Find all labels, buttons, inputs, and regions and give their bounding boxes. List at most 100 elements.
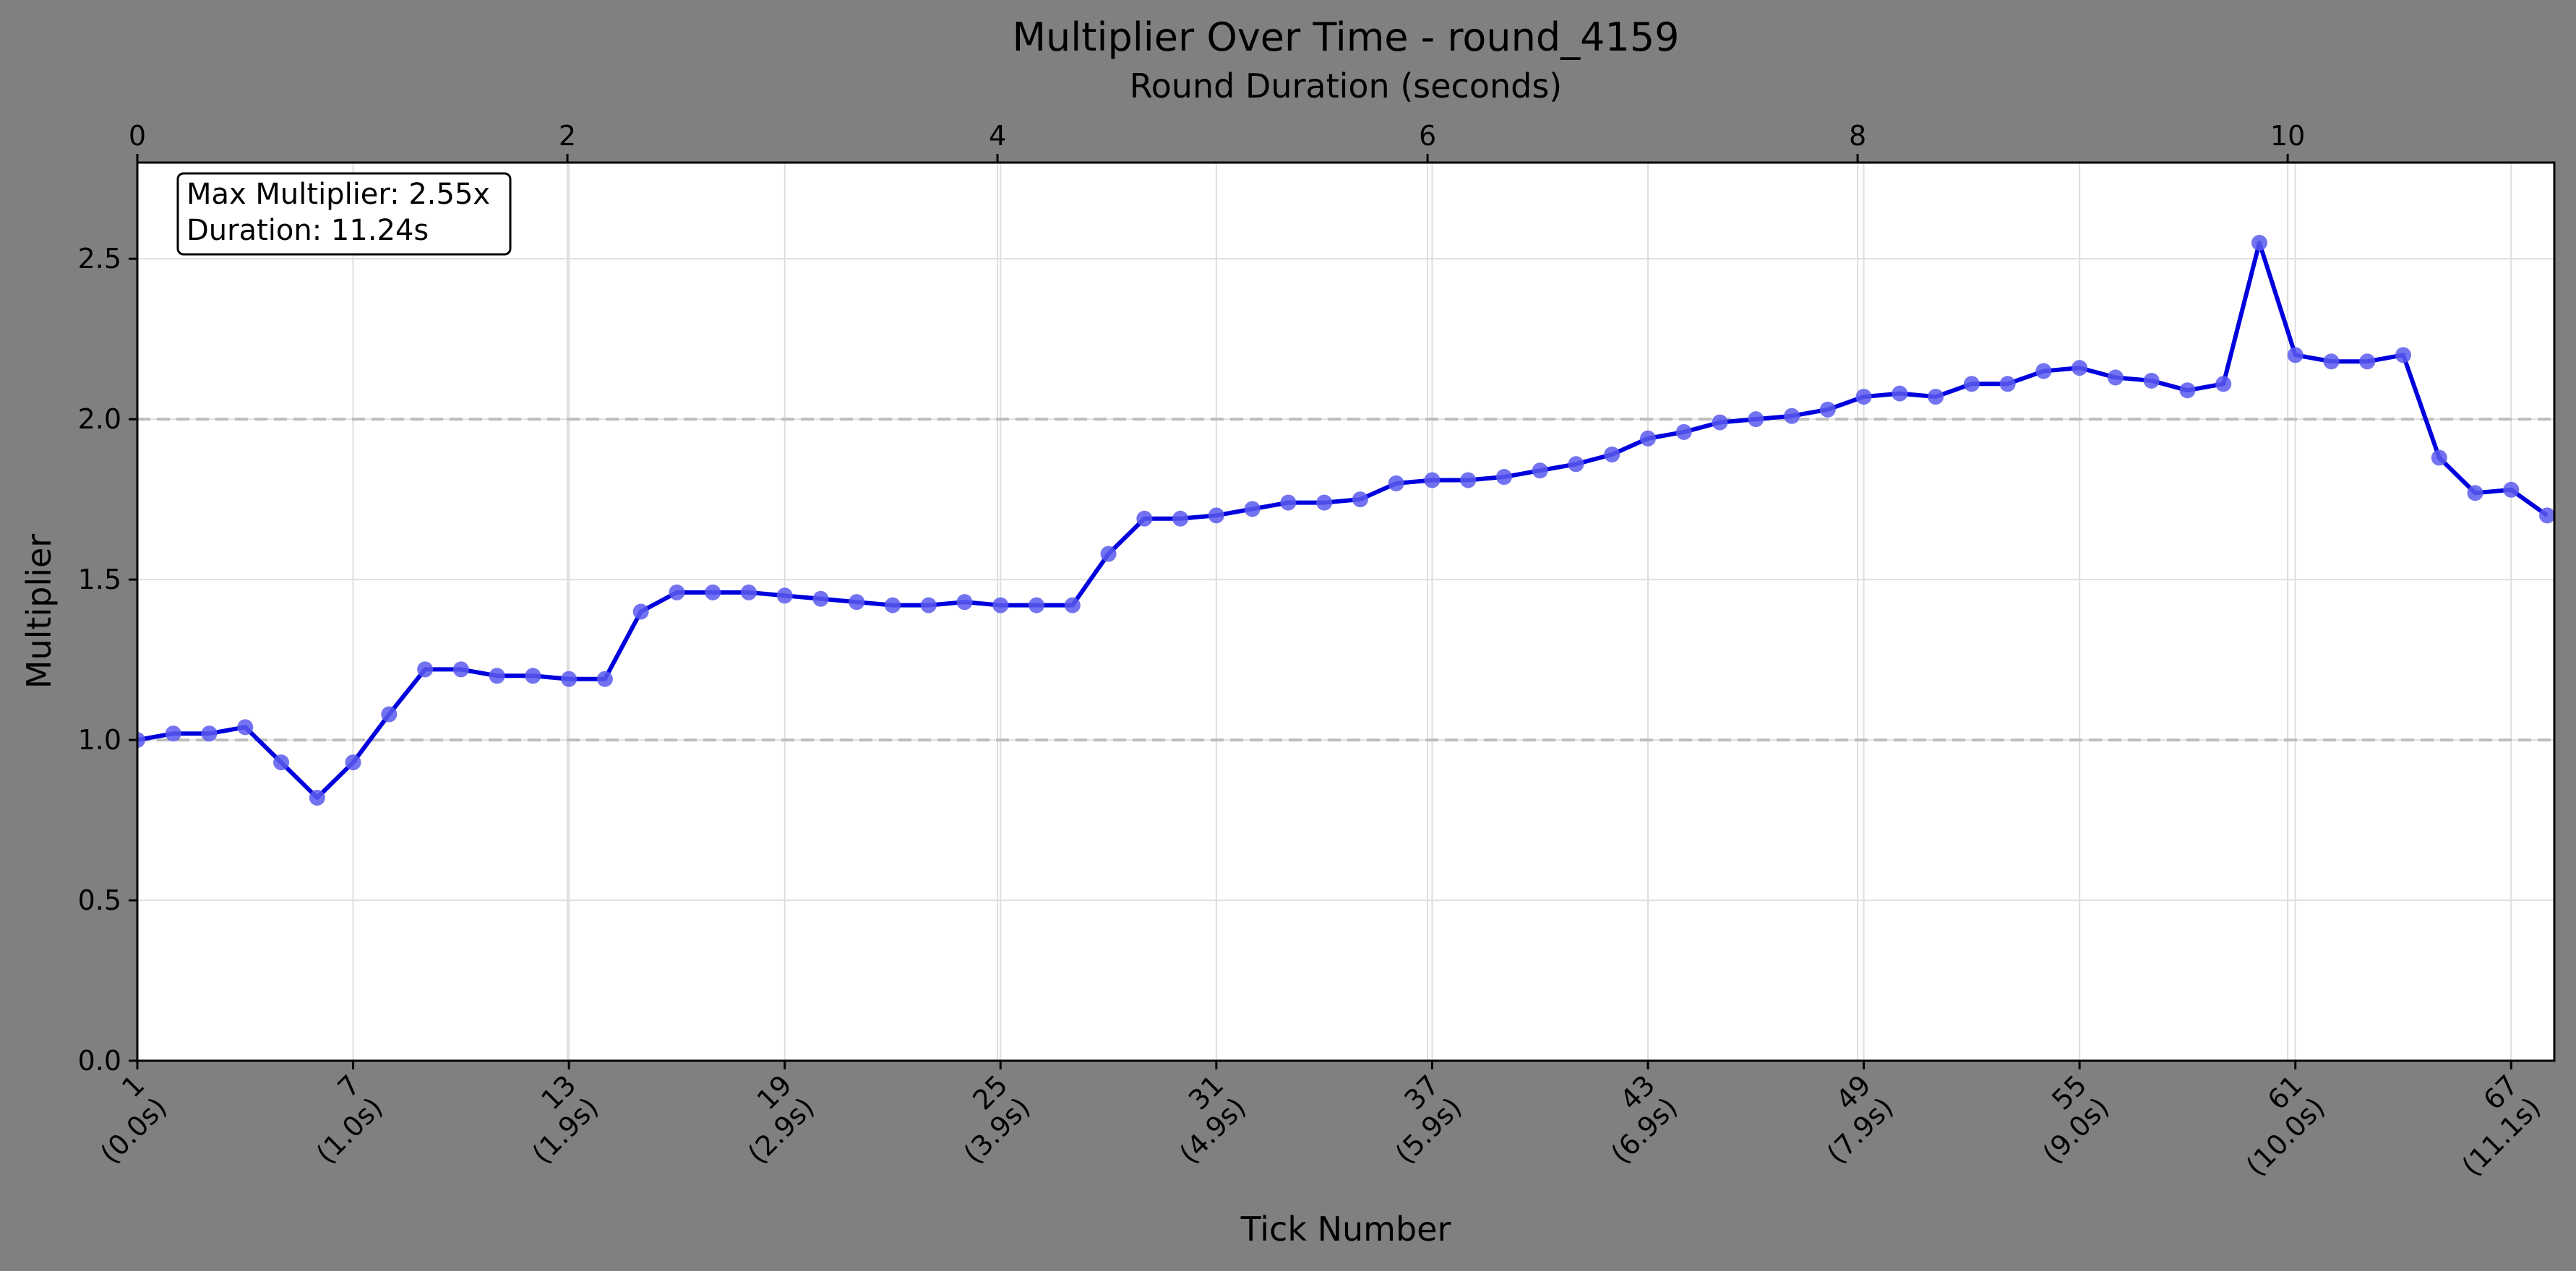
y-tick-label: 0.0 xyxy=(78,1045,121,1077)
x-tick-label-seconds: (0.0s) xyxy=(94,1091,173,1170)
data-point xyxy=(1172,510,1189,527)
y-axis-label: Multiplier xyxy=(20,534,59,689)
data-point xyxy=(2179,382,2196,399)
data-point xyxy=(2143,372,2160,389)
data-point xyxy=(1352,491,1368,508)
data-point xyxy=(2071,360,2088,376)
data-point xyxy=(1855,389,1872,405)
data-point xyxy=(165,725,181,742)
data-point xyxy=(525,668,541,684)
data-point xyxy=(1280,494,1297,511)
x-tick-label: 7(1.0s) xyxy=(288,1069,389,1170)
y-tick-label: 0.5 xyxy=(78,884,121,916)
data-point xyxy=(1244,501,1261,517)
x-axis-label: Tick Number xyxy=(1240,1210,1451,1249)
x-tick-label: 31(4.9s) xyxy=(1151,1069,1252,1170)
data-point xyxy=(632,603,649,620)
data-point xyxy=(1064,597,1081,613)
x-tick-label: 43(6.9s) xyxy=(1583,1069,1684,1170)
data-point xyxy=(561,671,578,687)
data-point xyxy=(2287,347,2304,363)
data-point xyxy=(1568,456,1584,473)
secondary-x-axis-label: Round Duration (seconds) xyxy=(1130,66,1563,105)
data-point xyxy=(849,594,865,611)
data-point xyxy=(1819,401,1836,418)
data-point xyxy=(1675,423,1692,440)
x-tick-label: 1(0.0s) xyxy=(72,1069,173,1170)
x-tick-label: 49(7.9s) xyxy=(1798,1069,1899,1170)
data-point xyxy=(1748,411,1764,428)
x-tick-label: 19(2.9s) xyxy=(719,1069,820,1170)
y-tick-label: 2.0 xyxy=(78,403,121,435)
secondary-x-tick-label: 8 xyxy=(1849,120,1866,152)
secondary-x-tick-label: 4 xyxy=(989,120,1006,152)
secondary-x-tick-label: 2 xyxy=(559,120,576,152)
plot-area xyxy=(137,163,2554,1061)
x-tick-label: 13(1.9s) xyxy=(504,1069,605,1170)
y-axis: 0.0 0.5 1.0 1.5 2.0 2.5 xyxy=(78,243,137,1077)
secondary-x-axis: 0 2 4 6 8 10 xyxy=(129,120,2305,163)
data-point xyxy=(885,597,901,613)
data-point xyxy=(1388,475,1404,491)
data-point xyxy=(1640,430,1656,447)
annotation-max-multiplier: Max Multiplier: 2.55x xyxy=(186,178,490,211)
y-tick-label: 2.5 xyxy=(78,243,121,275)
data-point xyxy=(1136,510,1153,527)
data-point xyxy=(137,732,145,749)
data-point xyxy=(2035,363,2052,379)
x-tick-label: 55(9.0s) xyxy=(2014,1069,2116,1170)
data-point xyxy=(381,706,398,723)
data-point xyxy=(992,597,1009,613)
data-point xyxy=(1100,546,1117,562)
data-point xyxy=(1892,385,1908,402)
data-point xyxy=(669,584,685,600)
data-point xyxy=(1316,494,1333,511)
data-point xyxy=(1928,389,1944,405)
chart-title: Multiplier Over Time - round_4159 xyxy=(1012,14,1679,60)
data-point xyxy=(2359,353,2376,370)
annotation-duration: Duration: 11.24s xyxy=(186,214,429,247)
data-point xyxy=(1604,446,1620,462)
data-point xyxy=(417,661,434,678)
data-point xyxy=(1029,597,1045,613)
data-point xyxy=(740,584,757,600)
secondary-x-tick-label: 0 xyxy=(129,120,146,152)
x-axis: 1(0.0s) 7(1.0s) 13(1.9s) 19(2.9s) 25(3.9s) 31… xyxy=(72,1061,2547,1182)
data-point xyxy=(273,754,290,771)
data-point xyxy=(2323,353,2340,370)
data-point xyxy=(1460,472,1477,488)
data-point xyxy=(596,671,613,687)
data-point xyxy=(345,754,361,771)
secondary-x-tick-label: 10 xyxy=(2270,120,2305,152)
data-point xyxy=(920,597,937,613)
data-point xyxy=(1784,408,1800,424)
data-point xyxy=(2215,376,2232,392)
annotation-box xyxy=(176,172,512,256)
data-point xyxy=(2251,234,2267,251)
data-point xyxy=(956,594,973,611)
data-point xyxy=(1424,472,1441,488)
data-point xyxy=(776,587,793,604)
x-tick-label: 61(10.0s) xyxy=(2217,1069,2331,1182)
data-point xyxy=(2431,449,2447,466)
data-point xyxy=(1208,507,1224,524)
series-layer xyxy=(137,234,2554,806)
x-tick-label: 25(3.9s) xyxy=(935,1069,1036,1170)
data-point xyxy=(1963,376,1980,392)
data-point xyxy=(2539,507,2554,524)
data-point xyxy=(2395,347,2411,363)
data-point xyxy=(201,725,218,742)
data-point xyxy=(1495,469,1512,486)
data-point xyxy=(309,789,325,806)
data-point xyxy=(1532,462,1548,479)
data-point xyxy=(1712,414,1728,431)
x-tick-label: 67(11.1s) xyxy=(2434,1069,2547,1182)
plot-frame xyxy=(136,161,2556,1062)
data-point xyxy=(452,661,469,678)
data-point xyxy=(1999,376,2016,392)
data-point xyxy=(489,668,505,684)
x-tick-label: 37(5.9s) xyxy=(1367,1069,1468,1170)
data-point xyxy=(2107,369,2124,386)
data-point xyxy=(812,590,829,607)
